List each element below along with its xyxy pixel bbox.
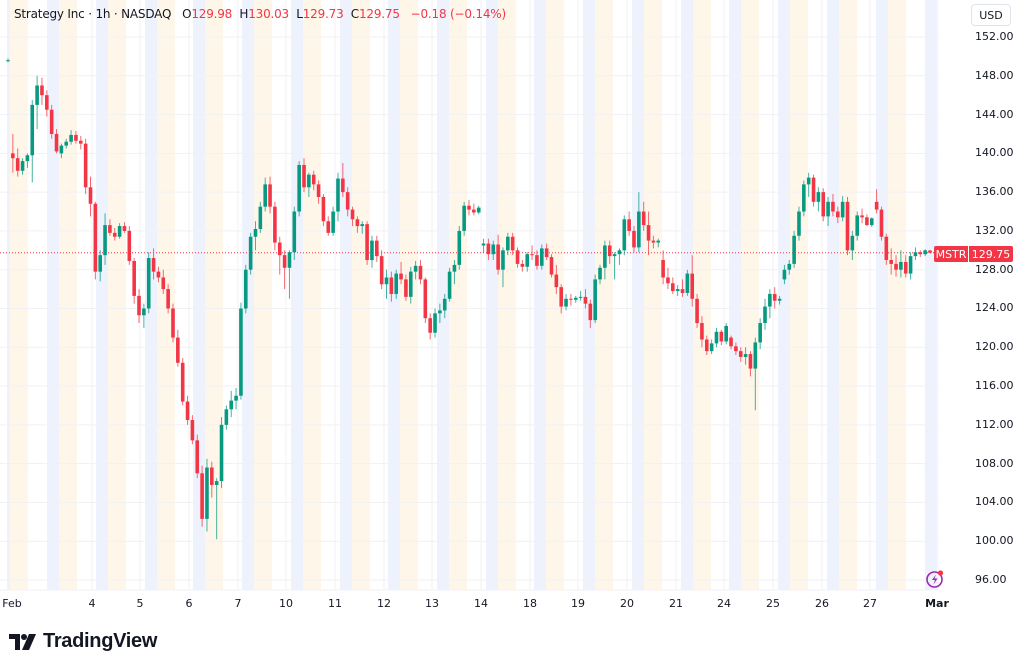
- price-tick-label: 148.00: [975, 68, 1014, 82]
- time-tick-label: 14: [474, 597, 488, 610]
- price-tick-label: 96.00: [975, 572, 1007, 586]
- price-tick-label: 108.00: [975, 456, 1014, 470]
- time-tick-label: 26: [815, 597, 829, 610]
- low-label: L: [296, 7, 303, 21]
- time-tick-label: 13: [425, 597, 439, 610]
- spacer: [175, 7, 182, 21]
- price-tick-label: 124.00: [975, 301, 1014, 315]
- separator: ·: [88, 7, 96, 21]
- price-tick-label: 104.00: [975, 495, 1014, 509]
- time-tick-label: 25: [766, 597, 780, 610]
- time-tick-label: Feb: [2, 597, 22, 610]
- last-price-symbol-tag: MSTR: [934, 246, 968, 262]
- time-tick-label: 5: [136, 597, 144, 610]
- time-tick-label: 19: [571, 597, 585, 610]
- price-tick-label: 112.00: [975, 417, 1014, 431]
- bolt-icon[interactable]: [925, 569, 945, 593]
- time-tick-label: 20: [620, 597, 634, 610]
- last-price-value-tag: 129.75: [969, 246, 1013, 262]
- price-tick-label: 120.00: [975, 340, 1014, 354]
- close-value: 129.75: [358, 7, 400, 21]
- time-tick-label: 12: [377, 597, 391, 610]
- open-label: O: [182, 7, 192, 21]
- price-tick-label: 132.00: [975, 223, 1014, 237]
- separator: ·: [113, 7, 122, 21]
- price-tick-label: 128.00: [975, 262, 1014, 276]
- candles: [6, 58, 932, 540]
- change-value: −0.18 (−0.14%): [410, 7, 507, 21]
- price-tick-label: 136.00: [975, 185, 1014, 199]
- price-tick-label: 140.00: [975, 146, 1014, 160]
- open-value: 129.98: [191, 7, 233, 21]
- high-label: H: [239, 7, 249, 21]
- interval: 1h: [95, 7, 111, 21]
- time-tick-label: 11: [328, 597, 342, 610]
- spacer: [403, 7, 410, 21]
- time-tick-label: 24: [717, 597, 731, 610]
- time-tick-label: Mar: [925, 597, 949, 610]
- close-label: C: [350, 7, 359, 21]
- time-tick-label: 10: [279, 597, 293, 610]
- symbol-legend: Strategy Inc · 1h · NASDAQ O129.98 H130.…: [14, 7, 506, 21]
- time-tick-label: 27: [863, 597, 877, 610]
- currency-button[interactable]: USD: [971, 4, 1011, 26]
- symbol-name: Strategy Inc: [14, 7, 85, 21]
- tradingview-logo-icon: [9, 633, 36, 650]
- time-tick-label: 4: [88, 597, 96, 610]
- price-tick-label: 100.00: [975, 534, 1014, 548]
- price-tick-label: 116.00: [975, 379, 1014, 393]
- high-value: 130.03: [248, 7, 289, 21]
- tradingview-logo[interactable]: TradingView: [9, 630, 157, 653]
- low-value: 129.73: [302, 7, 344, 21]
- tradingview-logo-text: TradingView: [43, 630, 158, 652]
- time-tick-label: 18: [523, 597, 537, 610]
- price-tick-label: 144.00: [975, 107, 1014, 121]
- exchange: NASDAQ: [121, 7, 172, 21]
- price-tick-label: 152.00: [975, 30, 1014, 43]
- time-tick-label: 21: [669, 597, 683, 610]
- time-tick-label: 6: [185, 597, 193, 610]
- time-tick-label: 7: [234, 597, 242, 610]
- session-bands: [7, 0, 937, 590]
